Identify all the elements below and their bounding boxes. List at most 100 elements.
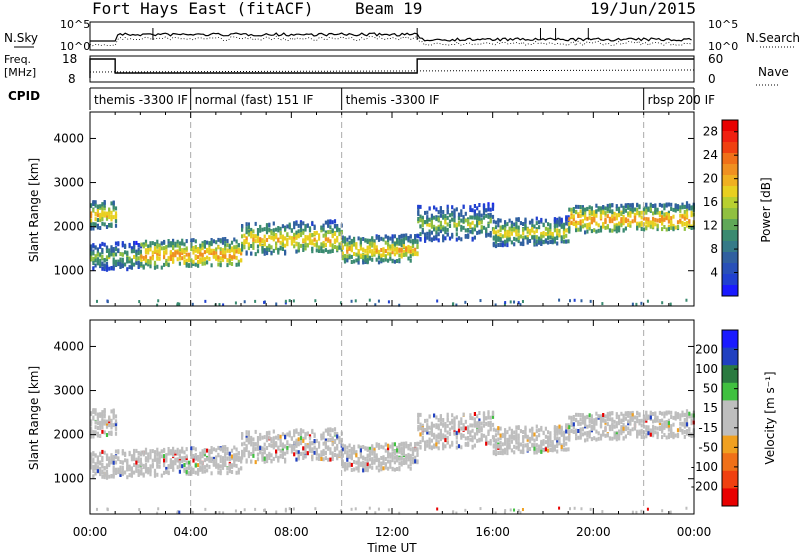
scatter-cell <box>96 225 99 230</box>
scatter-cell <box>501 442 504 447</box>
scatter-cell <box>226 239 229 244</box>
scatter-cell <box>565 425 568 430</box>
scatter-cell <box>212 254 215 259</box>
scatter-cell <box>373 240 376 245</box>
scatter-cell <box>101 425 104 430</box>
scatter-cell <box>522 222 525 226</box>
scatter-cell <box>375 453 378 458</box>
scatter-cell <box>178 302 181 306</box>
scatter-cell <box>338 435 341 440</box>
scatter-cell <box>163 250 166 255</box>
scatter-cell <box>156 264 159 269</box>
scatter-cell <box>584 438 587 443</box>
scatter-cell <box>277 228 280 233</box>
scatter-cell <box>469 432 472 437</box>
scatter-cell <box>103 466 106 470</box>
scatter-cell <box>504 301 507 305</box>
scatter-cell <box>551 440 554 444</box>
scatter-cell <box>428 439 431 444</box>
scatter-cell <box>636 410 639 415</box>
scatter-cell <box>275 454 278 459</box>
scatter-cell <box>226 471 229 476</box>
scatter-cell <box>308 239 312 243</box>
scatter-cell <box>284 459 287 464</box>
scatter-cell <box>142 450 145 455</box>
scatter-cell <box>508 438 511 442</box>
scatter-cell <box>479 299 482 303</box>
scatter-cell <box>153 468 157 473</box>
scatter-cell <box>533 230 536 235</box>
scatter-cell <box>183 450 186 455</box>
scatter-cell <box>624 219 627 224</box>
scatter-cell <box>105 225 109 229</box>
scatter-cell <box>324 220 327 225</box>
scatter-cell <box>92 202 95 206</box>
freq-panel <box>89 55 695 83</box>
scatter-cell <box>124 458 127 463</box>
scatter-cell <box>96 414 99 419</box>
scatter-cell <box>366 446 369 451</box>
scatter-cell <box>92 451 95 456</box>
scatter-cell <box>338 245 341 250</box>
scatter-cell <box>277 434 280 438</box>
scatter-cell <box>685 223 689 228</box>
scatter-cell <box>407 256 410 261</box>
scatter-cell <box>453 420 456 425</box>
scatter-cell <box>524 432 527 437</box>
scatter-cell <box>593 210 596 215</box>
scatter-cell <box>192 262 195 266</box>
scatter-cell <box>221 462 225 467</box>
scatter-cell <box>149 467 152 472</box>
scatter-cell <box>284 509 287 513</box>
scatter-cell <box>439 209 442 214</box>
scatter-cell <box>391 452 394 456</box>
scatter-cell <box>667 427 670 432</box>
scatter-cell <box>137 251 140 256</box>
scatter-cell <box>92 434 95 439</box>
scatter-cell <box>197 457 200 462</box>
scatter-cell <box>538 236 541 241</box>
scatter-cell <box>448 432 452 436</box>
scatter-cell <box>620 223 623 228</box>
scatter-cell <box>279 443 282 448</box>
colorbar-tick-label: -15 <box>698 421 718 435</box>
scatter-cell <box>661 509 664 513</box>
scatter-cell <box>652 204 655 208</box>
scatter-cell <box>135 465 138 470</box>
scatter-cell <box>647 220 650 225</box>
scatter-cell <box>409 442 412 447</box>
scatter-cell <box>362 260 365 265</box>
scatter-cell <box>327 428 330 433</box>
scatter-cell <box>203 250 206 255</box>
scatter-cell <box>343 462 347 466</box>
scatter-cell <box>135 460 138 465</box>
scatter-cell <box>275 510 278 514</box>
scatter-cell <box>201 464 204 469</box>
scatter-cell <box>442 435 445 440</box>
scatter-cell <box>341 453 344 458</box>
scatter-cell <box>92 416 95 421</box>
scatter-cell <box>341 245 344 250</box>
scatter-cell <box>329 457 332 462</box>
scatter-cell <box>377 237 381 242</box>
scatter-cell <box>203 450 206 455</box>
scatter-cell <box>343 239 347 244</box>
scatter-cell <box>506 234 509 239</box>
scatter-cell <box>147 458 150 463</box>
scatter-cell <box>504 224 507 229</box>
scatter-cell <box>304 225 307 230</box>
scatter-cell <box>636 208 639 212</box>
scatter-cell <box>631 302 634 306</box>
scatter-cell <box>105 257 109 262</box>
scatter-cell <box>540 239 543 244</box>
scatter-cell <box>556 428 559 432</box>
scatter-cell <box>407 457 410 462</box>
scatter-cell <box>540 444 543 449</box>
scatter-cell <box>437 217 440 222</box>
scatter-cell <box>565 423 568 428</box>
scatter-cell <box>226 451 229 456</box>
scatter-cell <box>288 430 291 435</box>
scatter-cell <box>522 227 525 232</box>
scatter-cell <box>538 428 541 433</box>
scatter-cell <box>407 452 410 457</box>
